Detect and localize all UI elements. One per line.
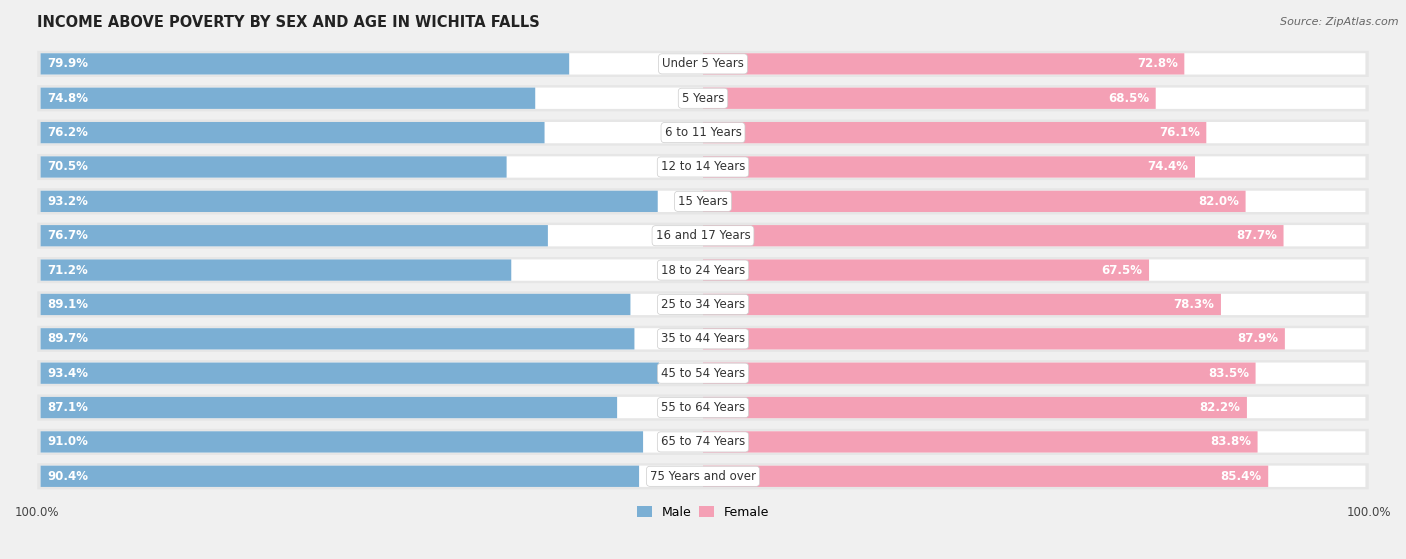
FancyBboxPatch shape [41, 294, 1365, 315]
FancyBboxPatch shape [41, 363, 659, 384]
Text: 89.7%: 89.7% [48, 332, 89, 345]
FancyBboxPatch shape [703, 53, 1184, 74]
Text: 93.2%: 93.2% [48, 195, 89, 208]
FancyBboxPatch shape [41, 328, 1365, 349]
FancyBboxPatch shape [37, 188, 1369, 215]
FancyBboxPatch shape [41, 88, 1365, 109]
FancyBboxPatch shape [41, 397, 617, 418]
Text: Under 5 Years: Under 5 Years [662, 58, 744, 70]
FancyBboxPatch shape [703, 225, 1284, 247]
FancyBboxPatch shape [41, 53, 569, 74]
FancyBboxPatch shape [703, 191, 1246, 212]
Text: 6 to 11 Years: 6 to 11 Years [665, 126, 741, 139]
Text: 45 to 54 Years: 45 to 54 Years [661, 367, 745, 380]
FancyBboxPatch shape [703, 397, 1247, 418]
Text: 79.9%: 79.9% [48, 58, 89, 70]
FancyBboxPatch shape [37, 463, 1369, 489]
Text: 74.4%: 74.4% [1147, 160, 1188, 173]
FancyBboxPatch shape [41, 225, 1365, 247]
FancyBboxPatch shape [703, 259, 1149, 281]
FancyBboxPatch shape [703, 328, 1285, 349]
Text: 76.7%: 76.7% [48, 229, 89, 242]
FancyBboxPatch shape [41, 53, 1365, 74]
Text: 25 to 34 Years: 25 to 34 Years [661, 298, 745, 311]
Text: 83.5%: 83.5% [1208, 367, 1249, 380]
Text: 74.8%: 74.8% [48, 92, 89, 105]
FancyBboxPatch shape [703, 466, 1268, 487]
FancyBboxPatch shape [41, 122, 1365, 143]
FancyBboxPatch shape [41, 191, 658, 212]
FancyBboxPatch shape [41, 157, 1365, 178]
Text: 82.0%: 82.0% [1198, 195, 1239, 208]
FancyBboxPatch shape [41, 294, 630, 315]
Text: 91.0%: 91.0% [48, 435, 89, 448]
Text: 93.4%: 93.4% [48, 367, 89, 380]
FancyBboxPatch shape [41, 466, 1365, 487]
Text: 75 Years and over: 75 Years and over [650, 470, 756, 483]
Text: 16 and 17 Years: 16 and 17 Years [655, 229, 751, 242]
FancyBboxPatch shape [41, 191, 1365, 212]
Text: 70.5%: 70.5% [48, 160, 89, 173]
FancyBboxPatch shape [37, 51, 1369, 77]
FancyBboxPatch shape [41, 259, 1365, 281]
Text: INCOME ABOVE POVERTY BY SEX AND AGE IN WICHITA FALLS: INCOME ABOVE POVERTY BY SEX AND AGE IN W… [37, 15, 540, 30]
Text: 55 to 64 Years: 55 to 64 Years [661, 401, 745, 414]
FancyBboxPatch shape [37, 429, 1369, 455]
FancyBboxPatch shape [703, 294, 1220, 315]
Text: 18 to 24 Years: 18 to 24 Years [661, 264, 745, 277]
FancyBboxPatch shape [37, 120, 1369, 146]
Text: 89.1%: 89.1% [48, 298, 89, 311]
Text: Source: ZipAtlas.com: Source: ZipAtlas.com [1281, 17, 1399, 27]
Text: 5 Years: 5 Years [682, 92, 724, 105]
Text: 85.4%: 85.4% [1220, 470, 1261, 483]
Text: 83.8%: 83.8% [1211, 435, 1251, 448]
FancyBboxPatch shape [37, 395, 1369, 420]
FancyBboxPatch shape [37, 257, 1369, 283]
FancyBboxPatch shape [41, 259, 512, 281]
FancyBboxPatch shape [41, 157, 506, 178]
FancyBboxPatch shape [41, 88, 536, 109]
Text: 72.8%: 72.8% [1137, 58, 1178, 70]
FancyBboxPatch shape [37, 360, 1369, 386]
FancyBboxPatch shape [37, 154, 1369, 180]
Text: 87.1%: 87.1% [48, 401, 89, 414]
FancyBboxPatch shape [703, 122, 1206, 143]
FancyBboxPatch shape [703, 363, 1256, 384]
FancyBboxPatch shape [41, 397, 1365, 418]
Text: 87.7%: 87.7% [1236, 229, 1277, 242]
FancyBboxPatch shape [41, 363, 1365, 384]
FancyBboxPatch shape [41, 328, 634, 349]
Text: 15 Years: 15 Years [678, 195, 728, 208]
FancyBboxPatch shape [41, 122, 544, 143]
Text: 12 to 14 Years: 12 to 14 Years [661, 160, 745, 173]
Text: 68.5%: 68.5% [1108, 92, 1149, 105]
FancyBboxPatch shape [37, 291, 1369, 318]
Legend: Male, Female: Male, Female [631, 501, 775, 524]
Text: 35 to 44 Years: 35 to 44 Years [661, 332, 745, 345]
Text: 67.5%: 67.5% [1101, 264, 1143, 277]
FancyBboxPatch shape [37, 222, 1369, 249]
FancyBboxPatch shape [37, 85, 1369, 111]
FancyBboxPatch shape [703, 88, 1156, 109]
Text: 76.1%: 76.1% [1159, 126, 1199, 139]
Text: 76.2%: 76.2% [48, 126, 89, 139]
Text: 65 to 74 Years: 65 to 74 Years [661, 435, 745, 448]
FancyBboxPatch shape [703, 157, 1195, 178]
FancyBboxPatch shape [41, 431, 1365, 453]
Text: 90.4%: 90.4% [48, 470, 89, 483]
FancyBboxPatch shape [41, 225, 548, 247]
Text: 78.3%: 78.3% [1174, 298, 1215, 311]
Text: 82.2%: 82.2% [1199, 401, 1240, 414]
FancyBboxPatch shape [703, 431, 1257, 453]
Text: 71.2%: 71.2% [48, 264, 89, 277]
Text: 87.9%: 87.9% [1237, 332, 1278, 345]
FancyBboxPatch shape [41, 466, 640, 487]
FancyBboxPatch shape [37, 326, 1369, 352]
FancyBboxPatch shape [41, 431, 643, 453]
